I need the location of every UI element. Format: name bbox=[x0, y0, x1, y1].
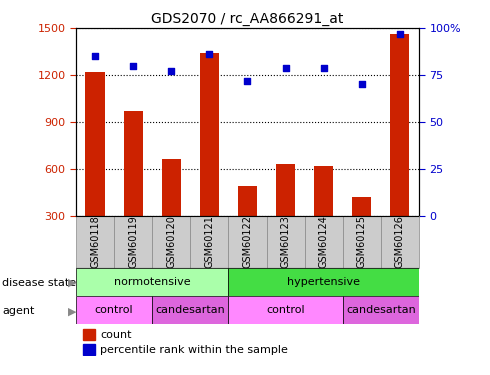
Bar bbox=[76, 216, 114, 268]
Text: GSM60121: GSM60121 bbox=[204, 215, 214, 268]
Bar bbox=[276, 164, 295, 262]
Bar bbox=[228, 216, 267, 268]
Point bbox=[91, 53, 99, 59]
Bar bbox=[152, 216, 190, 268]
Point bbox=[396, 31, 404, 37]
Bar bbox=[343, 216, 381, 268]
Text: GSM60120: GSM60120 bbox=[166, 215, 176, 268]
Text: ▶: ▶ bbox=[68, 306, 76, 316]
Bar bbox=[162, 159, 181, 262]
Point bbox=[129, 63, 137, 69]
Bar bbox=[228, 296, 343, 324]
Bar bbox=[85, 72, 104, 262]
Bar bbox=[343, 296, 419, 324]
Text: hypertensive: hypertensive bbox=[287, 277, 360, 287]
Bar bbox=[200, 53, 219, 262]
Text: candesartan: candesartan bbox=[155, 305, 225, 315]
Text: agent: agent bbox=[2, 306, 35, 316]
Text: GSM60124: GSM60124 bbox=[318, 215, 329, 268]
Bar bbox=[152, 296, 228, 324]
Bar bbox=[114, 216, 152, 268]
Point bbox=[167, 68, 175, 74]
Point bbox=[282, 64, 290, 70]
Bar bbox=[238, 186, 257, 262]
Text: GSM60118: GSM60118 bbox=[90, 216, 100, 268]
Text: ▶: ▶ bbox=[68, 278, 76, 288]
Bar bbox=[76, 268, 228, 296]
Bar bbox=[352, 197, 371, 262]
Text: GSM60122: GSM60122 bbox=[243, 215, 252, 268]
Text: GSM60123: GSM60123 bbox=[281, 215, 291, 268]
Bar bbox=[305, 216, 343, 268]
Point bbox=[205, 51, 213, 57]
Bar bbox=[190, 216, 228, 268]
Bar bbox=[381, 216, 419, 268]
Text: percentile rank within the sample: percentile rank within the sample bbox=[100, 345, 288, 355]
Text: GSM60119: GSM60119 bbox=[128, 216, 138, 268]
Text: disease state: disease state bbox=[2, 278, 76, 288]
Text: GSM60126: GSM60126 bbox=[395, 215, 405, 268]
Text: count: count bbox=[100, 330, 131, 340]
Bar bbox=[123, 111, 143, 262]
Bar bbox=[267, 216, 305, 268]
Text: candesartan: candesartan bbox=[346, 305, 416, 315]
Bar bbox=[391, 34, 410, 262]
Bar bbox=[228, 268, 419, 296]
Text: normotensive: normotensive bbox=[114, 277, 191, 287]
Title: GDS2070 / rc_AA866291_at: GDS2070 / rc_AA866291_at bbox=[151, 12, 343, 26]
Text: control: control bbox=[95, 305, 133, 315]
Bar bbox=[76, 296, 152, 324]
Point bbox=[244, 78, 251, 84]
Text: GSM60125: GSM60125 bbox=[357, 215, 367, 268]
Bar bbox=[83, 329, 95, 340]
Point bbox=[320, 64, 328, 70]
Bar bbox=[314, 166, 333, 262]
Bar bbox=[83, 344, 95, 355]
Point bbox=[358, 81, 366, 87]
Text: control: control bbox=[266, 305, 305, 315]
